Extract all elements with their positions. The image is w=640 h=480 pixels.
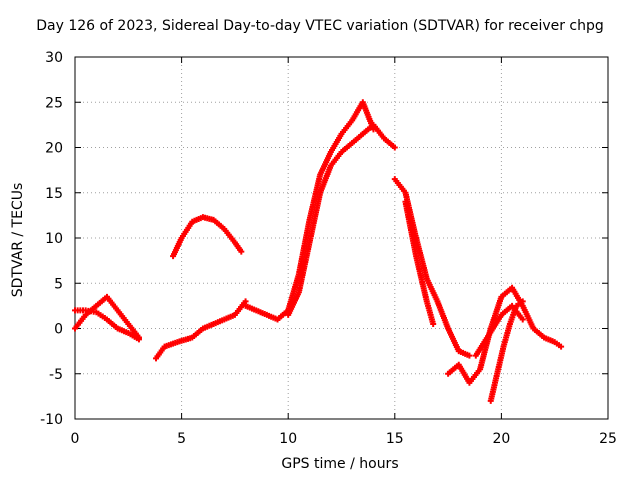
y-tick-label: -5 — [49, 367, 63, 383]
series-track-tail-b — [487, 298, 526, 404]
x-tick-label: 20 — [492, 431, 510, 447]
data-point — [135, 336, 142, 343]
y-tick-label: 30 — [45, 50, 63, 66]
data-point — [238, 248, 245, 255]
data-point — [558, 343, 565, 350]
data-point — [519, 298, 526, 305]
plot-frame — [74, 56, 609, 420]
data-point — [519, 316, 526, 323]
x-tick-label: 25 — [599, 431, 617, 447]
x-tick-label: 10 — [279, 431, 297, 447]
x-tick-label: 15 — [386, 431, 404, 447]
y-tick-label: 25 — [45, 95, 63, 111]
x-tick-label: 5 — [177, 431, 186, 447]
series-track-decline-b — [402, 198, 437, 327]
series-track-tail-c — [472, 302, 526, 359]
chart-title: Day 126 of 2023, Sidereal Day-to-day VTE… — [36, 18, 604, 34]
grid-lines — [75, 57, 608, 419]
y-tick-label: -10 — [40, 412, 63, 428]
x-tick-label: 0 — [71, 431, 80, 447]
data-point — [391, 144, 398, 151]
y-tick-label: 10 — [45, 231, 63, 247]
data-point — [430, 320, 437, 327]
x-axis-label: GPS time / hours — [281, 456, 399, 472]
series-track-mid-b — [285, 121, 398, 318]
data-points — [72, 99, 565, 404]
y-tick-label: 20 — [45, 141, 63, 157]
data-point — [466, 352, 473, 359]
y-tick-label: 0 — [54, 322, 63, 338]
y-tick-label: 15 — [45, 186, 63, 202]
series-track-mid — [242, 99, 377, 323]
y-tick-label: 5 — [54, 276, 63, 292]
series-track-low — [153, 298, 249, 362]
series-track-tail — [445, 284, 565, 386]
series-track-arc — [170, 214, 245, 260]
axis-ticks: 0 5 10 15 20 25 -10 -5 0 5 10 15 20 25 30 — [40, 50, 617, 447]
series-track-early-b — [72, 307, 142, 343]
